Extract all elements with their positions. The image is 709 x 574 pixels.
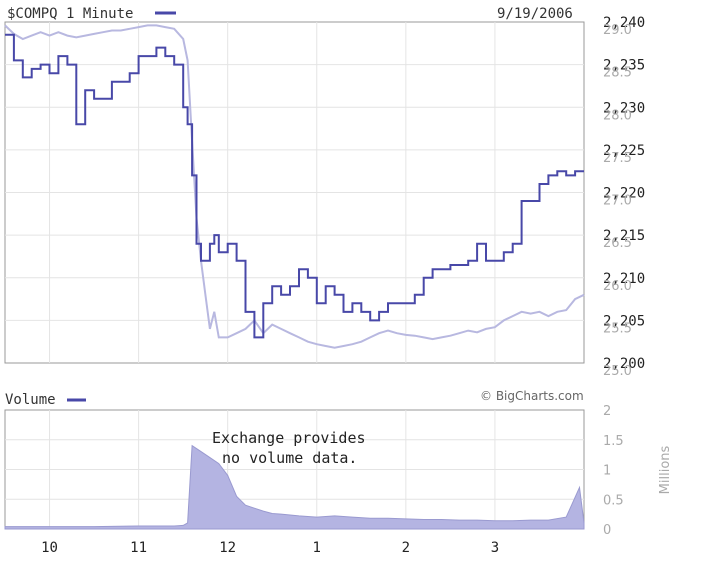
chart-date: 9/19/2006 (497, 6, 573, 22)
price-tick-label: 2,240 (603, 15, 645, 31)
comparison-tick-label: 27.5 (603, 151, 632, 166)
volume-panel: Volume © BigCharts.com 2 1.5 1 0.5 0 Exchang… (4, 389, 673, 538)
price-tick-label: 2,210 (603, 271, 645, 287)
comparison-tick-label: 27.0 (603, 194, 632, 209)
time-tick-label: 10 (41, 540, 58, 556)
compq-line (5, 33, 584, 339)
symbol-label: $COMPQ 1 Minute (7, 6, 133, 22)
comparison-series (4, 24, 585, 349)
volume-gridlines (5, 410, 584, 529)
price-panel: 2,240 2,235 2,230 2,225 2,220 2,215 2,210 2,205… (4, 15, 645, 379)
volume-tick-label: 1 (603, 464, 611, 479)
price-tick-label: 2,215 (603, 228, 645, 244)
volume-y-axis: 2 1.5 1 0.5 0 (603, 404, 624, 538)
time-tick-label: 11 (130, 540, 147, 556)
price-tick-label: 2,200 (603, 356, 645, 372)
price-tick-label: 2,220 (603, 186, 645, 202)
comparison-tick-label: 29.0 (603, 23, 632, 38)
volume-label: Volume (5, 392, 56, 408)
compq-series (5, 33, 584, 339)
comparison-tick-label: 28.0 (603, 108, 632, 123)
comparison-tick-label: 26.5 (603, 236, 632, 251)
volume-tick-label: 0.5 (603, 493, 624, 508)
comparison-tick-label: 28.5 (603, 66, 632, 81)
comparison-tick-label: 26.0 (603, 279, 632, 294)
volume-unit-label: Millions (658, 445, 673, 494)
price-tick-label: 2,230 (603, 100, 645, 116)
volume-note-line2: no volume data. (222, 449, 357, 467)
comparison-line (4, 24, 585, 349)
time-tick-label: 2 (402, 540, 410, 556)
price-gridlines (5, 22, 584, 363)
volume-note-line1: Exchange provides (212, 429, 366, 447)
time-tick-label: 3 (491, 540, 499, 556)
price-tick-label: 2,205 (603, 313, 645, 329)
price-y-axis: 2,240 2,235 2,230 2,225 2,220 2,215 2,210 2,205… (603, 15, 645, 372)
comparison-tick-label: 25.5 (603, 321, 632, 336)
price-tick-label: 2,225 (603, 143, 645, 159)
time-x-axis: 10 11 12 1 2 3 (41, 540, 499, 556)
bigcharts-credit: © BigCharts.com (480, 389, 584, 403)
volume-tick-label: 1.5 (603, 434, 624, 449)
volume-tick-label: 0 (603, 523, 611, 538)
volume-area (4, 444, 585, 530)
time-tick-label: 1 (313, 540, 321, 556)
time-tick-label: 12 (219, 540, 236, 556)
volume-tick-label: 2 (603, 404, 611, 419)
price-tick-label: 2,235 (603, 58, 645, 74)
volume-area-fill (4, 444, 585, 530)
comparison-y-axis: 29.0 28.5 28.0 27.5 27.0 26.5 26.0 25.5 25.0 (603, 23, 632, 379)
comparison-tick-label: 25.0 (603, 364, 632, 379)
